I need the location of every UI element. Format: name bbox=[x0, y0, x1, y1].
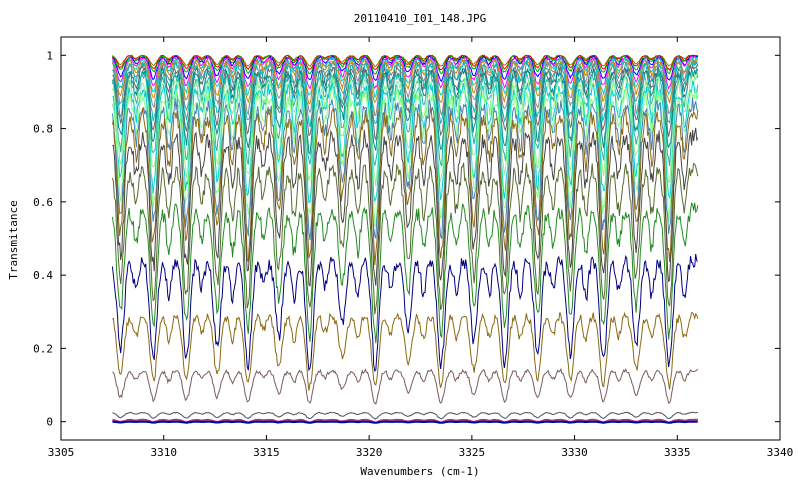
series-line bbox=[111, 254, 698, 372]
series-line bbox=[112, 80, 699, 204]
x-tick-label: 3335 bbox=[664, 446, 691, 459]
x-tick-label: 3340 bbox=[767, 446, 794, 459]
y-tick-label: 0 bbox=[46, 416, 53, 429]
series-line bbox=[111, 70, 699, 167]
x-axis: 3305 3310 3315 3320 3325 3330 3335 3340 bbox=[48, 37, 794, 459]
x-tick-label: 3330 bbox=[561, 446, 588, 459]
y-tick-label: 1 bbox=[46, 49, 53, 62]
chart-title: 20110410_I01_148.JPG bbox=[354, 12, 486, 25]
series-line bbox=[112, 411, 698, 420]
series-line bbox=[111, 162, 699, 315]
x-tick-label: 3310 bbox=[150, 446, 177, 459]
x-tick-label: 3315 bbox=[253, 446, 280, 459]
series-line bbox=[111, 57, 699, 105]
series-line bbox=[111, 54, 698, 90]
y-axis-label: Transmitance bbox=[7, 200, 20, 279]
series-line bbox=[112, 367, 699, 405]
series-line bbox=[112, 64, 699, 141]
y-tick-label: 0.6 bbox=[33, 196, 53, 209]
y-tick-label: 0.8 bbox=[33, 123, 53, 136]
series-line bbox=[111, 55, 699, 99]
series-line bbox=[112, 127, 699, 287]
series-line bbox=[111, 97, 699, 241]
series-line bbox=[112, 311, 699, 391]
y-tick-label: 0.4 bbox=[33, 269, 53, 282]
y-axis: 0 0.2 0.4 0.6 0.8 1 bbox=[33, 49, 780, 429]
series-group bbox=[111, 54, 699, 424]
x-tick-label: 3325 bbox=[459, 446, 486, 459]
series-line bbox=[111, 107, 699, 266]
series-line bbox=[111, 87, 699, 227]
series-line bbox=[111, 202, 699, 344]
x-tick-label: 3305 bbox=[48, 446, 75, 459]
series-line bbox=[112, 420, 698, 424]
x-tick-label: 3320 bbox=[356, 446, 383, 459]
x-axis-label: Wavenumbers (cm-1) bbox=[360, 465, 479, 478]
y-tick-label: 0.2 bbox=[33, 342, 53, 355]
